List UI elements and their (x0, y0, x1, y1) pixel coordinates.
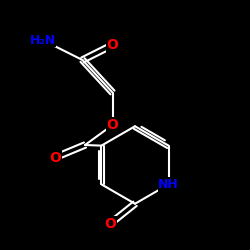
Text: H₂N: H₂N (30, 34, 56, 46)
Text: O: O (49, 150, 61, 164)
Text: NH: NH (158, 178, 179, 191)
Text: O: O (106, 38, 118, 52)
Text: O: O (104, 217, 116, 231)
Text: O: O (106, 118, 118, 132)
Text: H: H (37, 34, 48, 46)
